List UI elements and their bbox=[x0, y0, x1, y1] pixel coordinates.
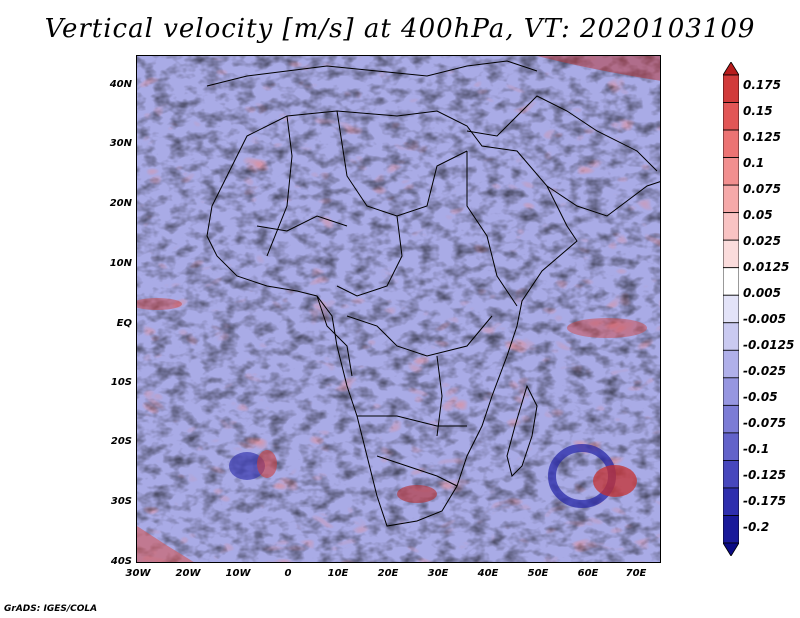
colorbar-label-16: -0.175 bbox=[743, 494, 786, 508]
colorbar-swatch bbox=[723, 294, 739, 324]
lat-label-30n: 30N bbox=[109, 138, 132, 149]
colorbar-swatch bbox=[723, 460, 739, 489]
colorbar-bottom-arrow bbox=[723, 542, 739, 556]
colorbar-swatch bbox=[723, 102, 739, 131]
lat-label-eq: EQ bbox=[116, 318, 132, 329]
colorbar-swatch bbox=[723, 404, 739, 434]
colorbar-label-17: -0.2 bbox=[743, 520, 770, 534]
colorbar-swatch bbox=[723, 157, 739, 186]
colorbar-swatch bbox=[723, 267, 739, 296]
lat-label-40n: 40N bbox=[109, 79, 132, 90]
colorbar-label-13: -0.075 bbox=[743, 416, 786, 430]
colorbar-label-9: -0.005 bbox=[743, 312, 786, 326]
colorbar-top-arrow bbox=[723, 62, 739, 76]
lon-label-20e: 20E bbox=[377, 568, 399, 579]
lon-label-70e: 70E bbox=[625, 568, 647, 579]
lon-label-30w: 30W bbox=[125, 568, 151, 579]
colorbar-swatch bbox=[723, 487, 739, 516]
colorbar-label-0: 0.175 bbox=[743, 78, 781, 92]
lat-label-20s: 20S bbox=[110, 436, 132, 447]
colorbar-label-8: 0.005 bbox=[743, 286, 781, 300]
lon-label-60e: 60E bbox=[577, 568, 599, 579]
colorbar-swatch bbox=[723, 377, 739, 406]
lat-label-40s: 40S bbox=[110, 556, 132, 567]
lon-label-10w: 10W bbox=[225, 568, 251, 579]
lon-label-10e: 10E bbox=[327, 568, 349, 579]
colorbar-label-3: 0.1 bbox=[743, 156, 765, 170]
colorbar-label-12: -0.05 bbox=[743, 390, 778, 404]
colorbar-swatch bbox=[723, 239, 739, 269]
colorbar-swatch bbox=[723, 74, 739, 103]
colorbar-swatch bbox=[723, 129, 739, 158]
colorbar-swatch bbox=[723, 184, 739, 214]
lon-label-0: 0 bbox=[284, 568, 292, 579]
colorbar-swatch bbox=[723, 432, 739, 461]
lat-label-10s: 10S bbox=[110, 377, 132, 388]
footer-credit: GrADS: IGES/COLA bbox=[4, 604, 98, 614]
colorbar-label-10: -0.0125 bbox=[743, 338, 795, 352]
lat-label-10n: 10N bbox=[109, 258, 132, 269]
colorbar bbox=[723, 62, 739, 556]
colorbar-swatch bbox=[723, 349, 739, 379]
colorbar-label-15: -0.125 bbox=[743, 468, 786, 482]
lon-label-30e: 30E bbox=[427, 568, 449, 579]
velocity-field bbox=[137, 56, 660, 562]
colorbar-label-7: 0.0125 bbox=[743, 260, 790, 274]
colorbar-label-4: 0.075 bbox=[743, 182, 781, 196]
colorbar-label-11: -0.025 bbox=[743, 364, 786, 378]
lat-label-20n: 20N bbox=[109, 198, 132, 209]
lon-label-50e: 50E bbox=[527, 568, 549, 579]
colorbar-swatch bbox=[723, 322, 739, 351]
colorbar-label-14: -0.1 bbox=[743, 442, 770, 456]
lat-label-30s: 30S bbox=[110, 496, 132, 507]
map-title: Vertical velocity [m/s] at 400hPa, VT: 2… bbox=[44, 14, 756, 44]
colorbar-swatch bbox=[723, 212, 739, 241]
colorbar-label-1: 0.15 bbox=[743, 104, 773, 118]
velocity-map bbox=[136, 55, 661, 563]
colorbar-label-5: 0.05 bbox=[743, 208, 773, 222]
lon-label-20w: 20W bbox=[175, 568, 201, 579]
colorbar-label-6: 0.025 bbox=[743, 234, 781, 248]
colorbar-label-2: 0.125 bbox=[743, 130, 781, 144]
colorbar-swatch bbox=[723, 515, 739, 544]
lon-label-40e: 40E bbox=[477, 568, 499, 579]
